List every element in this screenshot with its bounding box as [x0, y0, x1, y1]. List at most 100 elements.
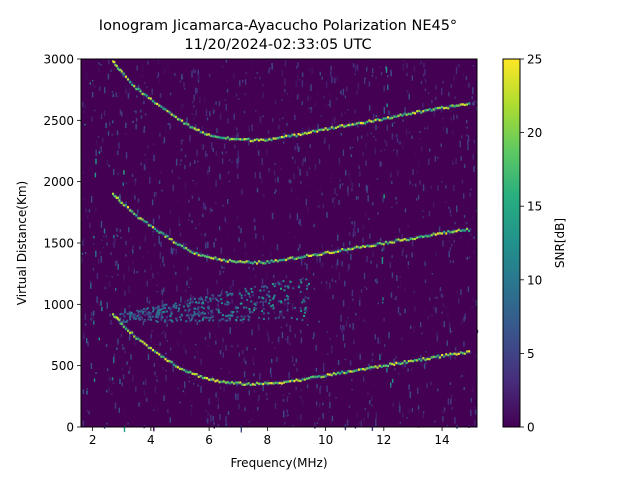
trace-point — [197, 128, 200, 131]
noise-cell — [216, 279, 218, 285]
noise-cell — [139, 246, 141, 250]
noise-cell — [110, 252, 112, 256]
trace-point — [451, 104, 454, 107]
trace-point — [201, 131, 204, 134]
patch-cell — [164, 306, 166, 309]
patch-cell — [196, 308, 199, 311]
noise-cell — [91, 400, 94, 402]
noise-cell — [164, 332, 167, 339]
patch-cell — [243, 315, 246, 318]
noise-cell — [183, 82, 185, 88]
trace-point — [268, 382, 271, 385]
trace-point — [174, 115, 177, 118]
chart-title-line1: Ionogram Jicamarca-Ayacucho Polarization… — [99, 18, 457, 34]
noise-cell — [373, 136, 375, 138]
noise-cell — [450, 214, 452, 217]
noise-cell — [133, 269, 135, 274]
noise-cell — [98, 258, 100, 265]
noise-cell — [381, 352, 383, 355]
patch-cell — [265, 293, 268, 296]
noise-cell — [451, 160, 454, 163]
noise-cell — [168, 285, 171, 292]
noise-cell — [193, 105, 195, 108]
noise-cell — [321, 192, 323, 196]
noise-cell — [95, 208, 97, 212]
trace-point — [272, 137, 275, 140]
trace-point — [337, 250, 340, 253]
noise-cell — [470, 397, 472, 403]
noise-cell — [244, 93, 246, 96]
noise-cell — [196, 302, 198, 307]
trace-point — [424, 234, 427, 238]
noise-cell — [293, 363, 295, 367]
noise-cell — [146, 280, 148, 287]
trace-point — [359, 122, 362, 125]
cbar-tick-label: 0 — [527, 421, 535, 435]
noise-cell — [298, 220, 300, 224]
noise-cell — [125, 133, 127, 135]
noise-cell — [146, 86, 148, 88]
noise-cell — [240, 228, 242, 234]
noise-cell — [117, 263, 119, 270]
noise-cell — [169, 210, 172, 215]
patch-cell — [140, 316, 143, 319]
noise-cell — [119, 378, 121, 385]
noise-cell — [318, 320, 320, 323]
noise-cell — [380, 161, 382, 167]
noise-cell — [313, 287, 315, 290]
noise-cell — [93, 378, 96, 382]
patch-cell — [149, 316, 152, 319]
trace-point — [137, 87, 140, 90]
noise-cell — [243, 357, 245, 363]
trace-point — [349, 370, 352, 373]
noise-cell — [360, 420, 362, 428]
noise-cell — [320, 281, 323, 284]
noise-cell — [349, 323, 351, 328]
x-tick-label: 6 — [205, 433, 213, 447]
trace-point — [341, 124, 344, 127]
plot-background — [81, 59, 477, 427]
trace-point — [183, 247, 186, 250]
patch-cell — [279, 310, 282, 313]
trace-point — [129, 331, 132, 334]
noise-cell — [330, 181, 332, 183]
noise-cell — [458, 298, 460, 304]
x-tick-label: 2 — [89, 433, 97, 447]
noise-cell — [254, 348, 257, 350]
noise-cell — [417, 405, 420, 410]
trace-point — [380, 242, 383, 246]
patch-cell — [126, 312, 129, 315]
trace-point — [335, 250, 337, 254]
trace-point — [426, 358, 429, 361]
trace-point — [368, 119, 371, 122]
trace-point — [434, 107, 437, 110]
noise-cell — [402, 141, 405, 146]
trace-point — [272, 382, 275, 385]
noise-cell — [185, 371, 187, 376]
trace-point — [299, 256, 302, 259]
noise-cell — [101, 112, 104, 118]
patch-cell — [303, 308, 306, 311]
patch-cell — [287, 286, 290, 289]
noise-cell — [308, 67, 311, 71]
trace-point — [233, 260, 236, 263]
noise-cell — [125, 182, 128, 185]
patch-cell — [145, 308, 148, 311]
noise-cell — [262, 300, 264, 307]
spread-echo-patch — [119, 277, 310, 324]
trace-point — [430, 356, 433, 359]
trace-point — [241, 383, 244, 386]
trace-point — [174, 365, 177, 368]
trace-point — [353, 246, 356, 249]
noise-cell — [291, 303, 294, 310]
noise-cell — [397, 169, 399, 177]
patch-cell — [169, 307, 172, 310]
noise-cell — [191, 70, 193, 78]
noise-cell — [221, 158, 224, 164]
noise-cell — [446, 424, 449, 428]
noise-cell — [159, 171, 162, 174]
noise-cell — [297, 73, 299, 81]
trace-point — [318, 253, 321, 257]
noise-cell — [460, 289, 462, 296]
noise-cell — [120, 236, 122, 239]
